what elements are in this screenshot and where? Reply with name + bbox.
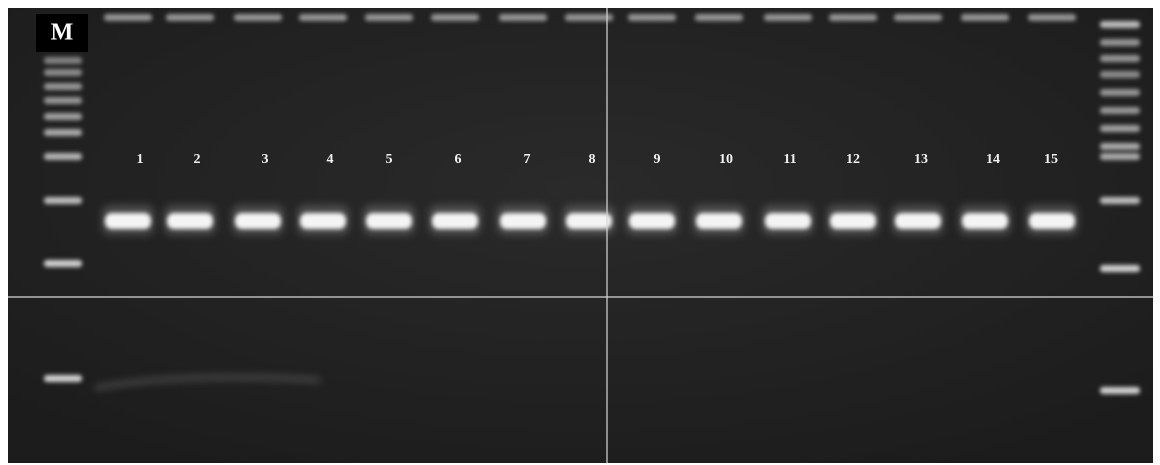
well — [628, 14, 676, 21]
well — [499, 14, 547, 21]
band — [235, 213, 281, 229]
ladder-band — [1100, 55, 1140, 62]
ladder-band — [1100, 21, 1140, 28]
ladder-band — [1100, 71, 1140, 78]
lane-label: 2 — [194, 152, 201, 167]
band — [105, 213, 151, 229]
ladder-band — [44, 97, 82, 104]
ladder-band — [1100, 153, 1140, 160]
band — [167, 213, 213, 229]
ladder-band — [44, 260, 82, 267]
ladder-band — [44, 375, 82, 382]
band — [1029, 213, 1075, 229]
page: M 123456789101112131415 (() => { const d… — [0, 0, 1160, 465]
well — [764, 14, 812, 21]
well — [234, 14, 282, 21]
ladder-band — [1100, 197, 1140, 204]
lane-label: 7 — [524, 152, 531, 167]
band — [366, 213, 412, 229]
well — [431, 14, 479, 21]
band — [629, 213, 675, 229]
ladder-band — [1100, 39, 1140, 46]
ladder-band — [1100, 89, 1140, 96]
well — [695, 14, 743, 21]
well — [365, 14, 413, 21]
ladder-band — [1100, 387, 1140, 394]
gel-background — [8, 8, 1153, 463]
well — [829, 14, 877, 21]
band — [830, 213, 876, 229]
ladder-band — [44, 129, 82, 136]
band — [895, 213, 941, 229]
well — [1028, 14, 1076, 21]
ladder-band — [1100, 265, 1140, 272]
ladder-band — [1100, 125, 1140, 132]
ladder-band — [44, 197, 82, 204]
well — [104, 14, 152, 21]
ladder-band — [44, 113, 82, 120]
well — [894, 14, 942, 21]
band — [962, 213, 1008, 229]
band — [300, 213, 346, 229]
band — [765, 213, 811, 229]
lane-label: 14 — [986, 152, 1000, 167]
well — [166, 14, 214, 21]
band — [696, 213, 742, 229]
band — [500, 213, 546, 229]
ladder-band — [1100, 107, 1140, 114]
band — [432, 213, 478, 229]
lane-label: 3 — [262, 152, 269, 167]
marker-label: M — [51, 20, 74, 46]
lane-label: 6 — [455, 152, 462, 167]
gel-image: M 123456789101112131415 — [0, 0, 1160, 465]
ladder-band — [44, 57, 82, 64]
lane-label: 4 — [327, 152, 334, 167]
lane-label: 10 — [719, 152, 733, 167]
lane-label: 15 — [1044, 152, 1058, 167]
ladder-band — [1100, 143, 1140, 150]
well — [565, 14, 613, 21]
well — [299, 14, 347, 21]
lane-label: 8 — [589, 152, 596, 167]
ladder-band — [44, 83, 82, 90]
lane-label: 11 — [783, 152, 796, 167]
lane-label: 1 — [137, 152, 144, 167]
lane-label: 13 — [914, 152, 928, 167]
ladder-band — [44, 153, 82, 160]
lane-label: 12 — [846, 152, 860, 167]
well — [961, 14, 1009, 21]
lane-label: 5 — [386, 152, 393, 167]
ladder-band — [44, 69, 82, 76]
lane-label: 9 — [654, 152, 661, 167]
band — [566, 213, 612, 229]
